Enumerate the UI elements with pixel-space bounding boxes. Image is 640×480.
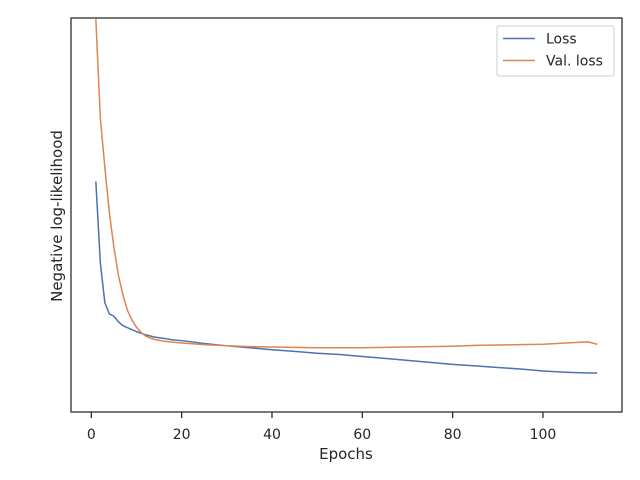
x-tick-label: 0 (87, 427, 96, 443)
series-line-loss (95, 181, 598, 374)
plot-frame (70, 17, 623, 413)
x-tick-label: 60 (353, 427, 371, 443)
x-tick-label: 20 (173, 427, 191, 443)
series-line-val-loss (95, 19, 598, 349)
x-axis-label: Epochs (319, 445, 373, 463)
legend-label-val-loss: Val. loss (546, 54, 603, 70)
x-tick-label: 100 (530, 427, 557, 443)
x-tick-label: 80 (444, 427, 462, 443)
series-layer (95, 19, 598, 374)
legend: Loss Val. loss (496, 25, 615, 77)
y-axis-label: Negative log-likelihood (48, 130, 66, 302)
legend-label-loss: Loss (546, 32, 577, 48)
x-tick-label: 40 (263, 427, 281, 443)
x-axis-ticks: 0 20 40 60 80 100 (87, 412, 556, 443)
